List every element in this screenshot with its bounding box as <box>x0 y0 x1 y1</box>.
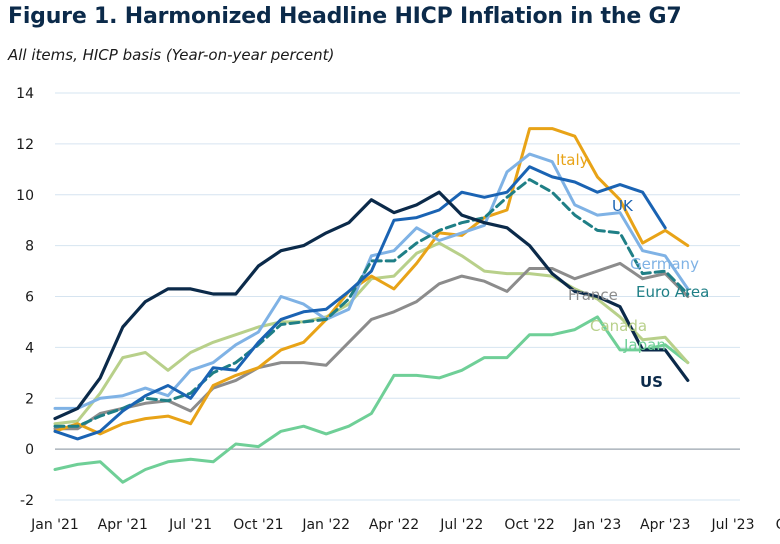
x-tick-label: Jul '23 <box>710 517 754 533</box>
series-label-japan: Japan <box>623 336 666 354</box>
x-tick-label: Jan '23 <box>573 517 622 533</box>
x-tick-label: Oct '23 <box>776 517 780 533</box>
y-tick-label: 12 <box>16 137 34 153</box>
x-tick-label: Oct '21 <box>233 517 283 533</box>
series-line-japan <box>53 315 690 484</box>
y-tick-label: 0 <box>25 442 34 458</box>
y-tick-label: 4 <box>25 340 34 356</box>
series-line-germany <box>53 152 690 410</box>
x-tick-label: Jan '22 <box>301 517 350 533</box>
x-tick-label: Jan '21 <box>30 517 79 533</box>
series-label-euro-area: Euro Area <box>636 283 709 301</box>
series-label-uk: UK <box>612 197 634 215</box>
y-tick-label: 10 <box>16 188 34 204</box>
y-tick-label: -2 <box>20 493 34 509</box>
series-line-france <box>53 261 690 431</box>
y-tick-label: 14 <box>16 86 34 102</box>
x-tick-label: Apr '22 <box>369 517 419 533</box>
x-tick-label: Apr '23 <box>640 517 690 533</box>
x-tick-label: Jul '21 <box>168 517 212 533</box>
series-label-us: US <box>640 373 663 391</box>
series-line-us <box>53 190 690 421</box>
series-label-canada: Canada <box>590 317 647 335</box>
chart-title: Figure 1. Harmonized Headline HICP Infla… <box>8 4 682 29</box>
series-line-italy <box>53 127 690 436</box>
series-label-italy: Italy <box>556 151 589 169</box>
y-tick-label: 8 <box>25 239 34 255</box>
x-tick-label: Jul '22 <box>439 517 483 533</box>
series-label-france: France <box>568 286 618 304</box>
y-tick-label: 6 <box>25 290 34 306</box>
x-tick-label: Oct '22 <box>504 517 554 533</box>
series-label-germany: Germany <box>630 255 699 273</box>
y-tick-label: 2 <box>25 391 34 407</box>
x-tick-label: Apr '21 <box>98 517 148 533</box>
series-line-euro-area <box>53 178 690 428</box>
chart-subtitle: All items, HICP basis (Year-on-year perc… <box>8 46 335 64</box>
series-line-uk <box>53 165 667 441</box>
